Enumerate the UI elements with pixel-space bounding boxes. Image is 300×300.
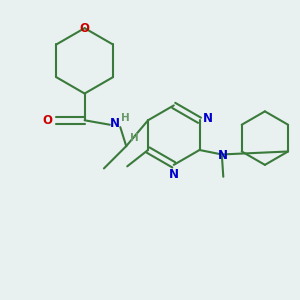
Text: N: N [169,168,179,181]
Text: N: N [203,112,213,125]
Text: O: O [80,22,90,34]
Text: O: O [43,114,52,127]
Text: H: H [130,133,139,143]
Text: N: N [110,117,120,130]
Text: N: N [218,149,228,162]
Text: H: H [121,113,130,123]
